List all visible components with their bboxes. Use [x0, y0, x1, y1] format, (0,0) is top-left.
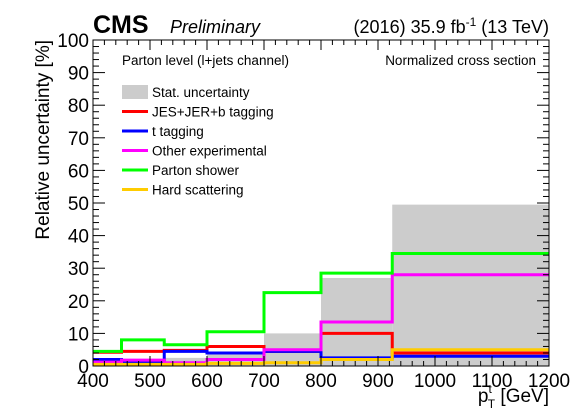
x-axis-title-main: p	[478, 386, 489, 407]
lumi-prefix: (2016) 35.9 fb	[354, 17, 466, 37]
y-tick-label: 60	[68, 161, 89, 182]
lumi-suffix: (13 TeV)	[476, 17, 549, 37]
lumi-sup: -1	[466, 15, 477, 29]
y-tick-label: 90	[68, 64, 89, 85]
x-tick-label: 1200	[528, 371, 570, 392]
series-layer	[93, 252, 549, 366]
x-axis-title-sub: T	[488, 397, 496, 411]
y-tick-label: 70	[68, 129, 89, 150]
y-tick-label: 80	[68, 96, 89, 117]
tick-layer: 0 10 20 30 40 50 60 70 80 90 100 400 500 600 700 800 900…	[57, 31, 570, 392]
y-tick-label: 20	[68, 292, 89, 313]
annotation-parton-level: Parton level (l+jets channel)	[122, 53, 289, 68]
legend-label-parton-shower: Parton shower	[152, 163, 240, 178]
y-tick-label: 10	[68, 324, 89, 345]
y-tick-label: 30	[68, 259, 89, 280]
stat-band-bin	[392, 204, 549, 366]
y-tick-label: 40	[68, 227, 89, 248]
legend-label-hard-scattering: Hard scattering	[152, 183, 244, 198]
legend-label-t-tagging: t tagging	[152, 124, 204, 139]
x-tick-label: 600	[191, 371, 223, 392]
x-axis-title: pt T [GeV]	[478, 382, 549, 411]
y-axis-title: Relative uncertainty [%]	[33, 40, 54, 240]
x-axis-title-sup: t	[488, 382, 492, 396]
series-line-parton-shower	[93, 252, 549, 353]
y-tick-label: 50	[68, 194, 89, 215]
x-tick-label: 1100	[472, 371, 513, 392]
legend-label-jes-jer-b-tagging: JES+JER+b tagging	[152, 105, 274, 120]
cms-label: CMS	[93, 11, 149, 39]
x-axis-title-unit: [GeV]	[495, 386, 549, 407]
legend: Stat. uncertainty JES+JER+b tagging t tagg…	[122, 85, 274, 198]
legend-swatch-stat	[122, 85, 148, 99]
y-tick-label: 100	[57, 31, 89, 52]
legend-label-other-experimental: Other experimental	[152, 144, 267, 159]
legend-label-stat: Stat. uncertainty	[152, 85, 250, 100]
stat-band-layer	[93, 204, 549, 366]
x-tick-label: 500	[134, 371, 166, 392]
lumi-label: (2016) 35.9 fb-1 (13 TeV)	[354, 15, 549, 37]
series-line-jes-jer-b-tagging	[93, 331, 549, 355]
x-tick-label: 800	[305, 371, 337, 392]
x-tick-label: 900	[362, 371, 394, 392]
annotation-normalized: Normalized cross section	[385, 53, 536, 68]
y-tick-label: 0	[78, 357, 89, 378]
x-tick-label: 400	[77, 371, 109, 392]
preliminary-label: Preliminary	[170, 17, 261, 37]
x-tick-label: 1000	[414, 371, 456, 392]
x-tick-label: 700	[248, 371, 280, 392]
series-line-other-experimental	[93, 273, 549, 365]
series-line-t-tagging	[93, 349, 549, 364]
